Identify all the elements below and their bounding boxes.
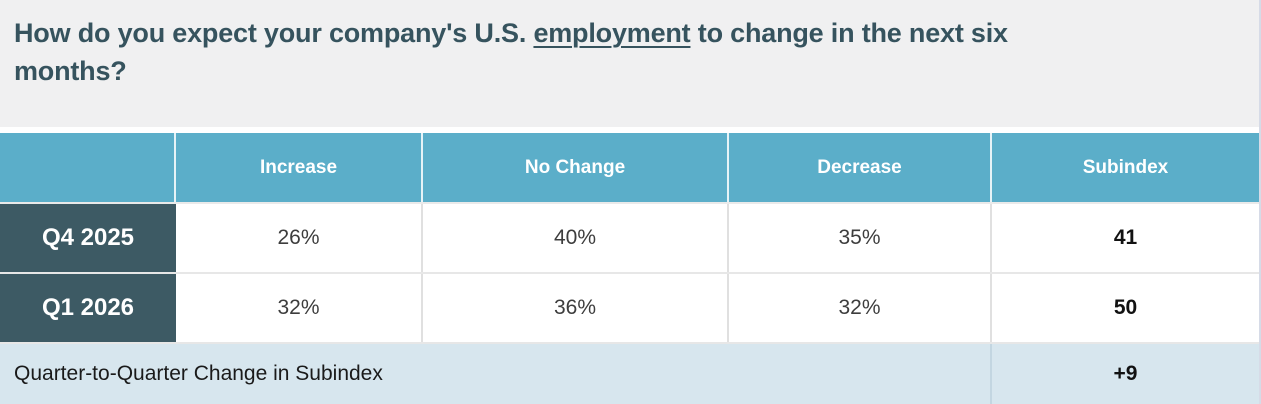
header-cell-increase: Increase: [176, 133, 423, 202]
row-label: Q4 2025: [0, 204, 176, 272]
cell-increase: 32%: [176, 274, 423, 342]
table-header-row: Increase No Change Decrease Subindex: [0, 133, 1259, 204]
cell-decrease: 35%: [729, 204, 992, 272]
cell-no-change: 40%: [423, 204, 729, 272]
question-text-after: to change in the next six months?: [14, 18, 1008, 86]
cell-no-change: 36%: [423, 274, 729, 342]
results-table: Increase No Change Decrease Subindex Q4 …: [0, 133, 1259, 404]
question-text: How do you expect your company's U.S. em…: [14, 14, 1089, 90]
header-cell-no-change: No Change: [423, 133, 729, 202]
header-cell-decrease: Decrease: [729, 133, 992, 202]
footer-label: Quarter-to-Quarter Change in Subindex: [0, 344, 992, 404]
question-underlined-term: employment: [533, 18, 691, 48]
question-table-divider: [0, 127, 1259, 133]
row-label: Q1 2026: [0, 274, 176, 342]
header-cell-empty: [0, 133, 176, 202]
table-row-q4-2025: Q4 2025 26% 40% 35% 41: [0, 204, 1259, 274]
question-text-before: How do you expect your company's U.S.: [14, 18, 534, 48]
cell-increase: 26%: [176, 204, 423, 272]
footer-subindex-change-value: +9: [1113, 362, 1138, 385]
cell-decrease: 32%: [729, 274, 992, 342]
table-row-q1-2026: Q1 2026 32% 36% 32% 50: [0, 274, 1259, 344]
table-footer-row: Quarter-to-Quarter Change in Subindex +9: [0, 344, 1259, 404]
cell-subindex: 50: [1113, 296, 1138, 319]
header-cell-subindex: Subindex: [1082, 156, 1169, 178]
cell-subindex: 41: [1113, 226, 1138, 249]
question-heading: How do you expect your company's U.S. em…: [0, 0, 1259, 127]
